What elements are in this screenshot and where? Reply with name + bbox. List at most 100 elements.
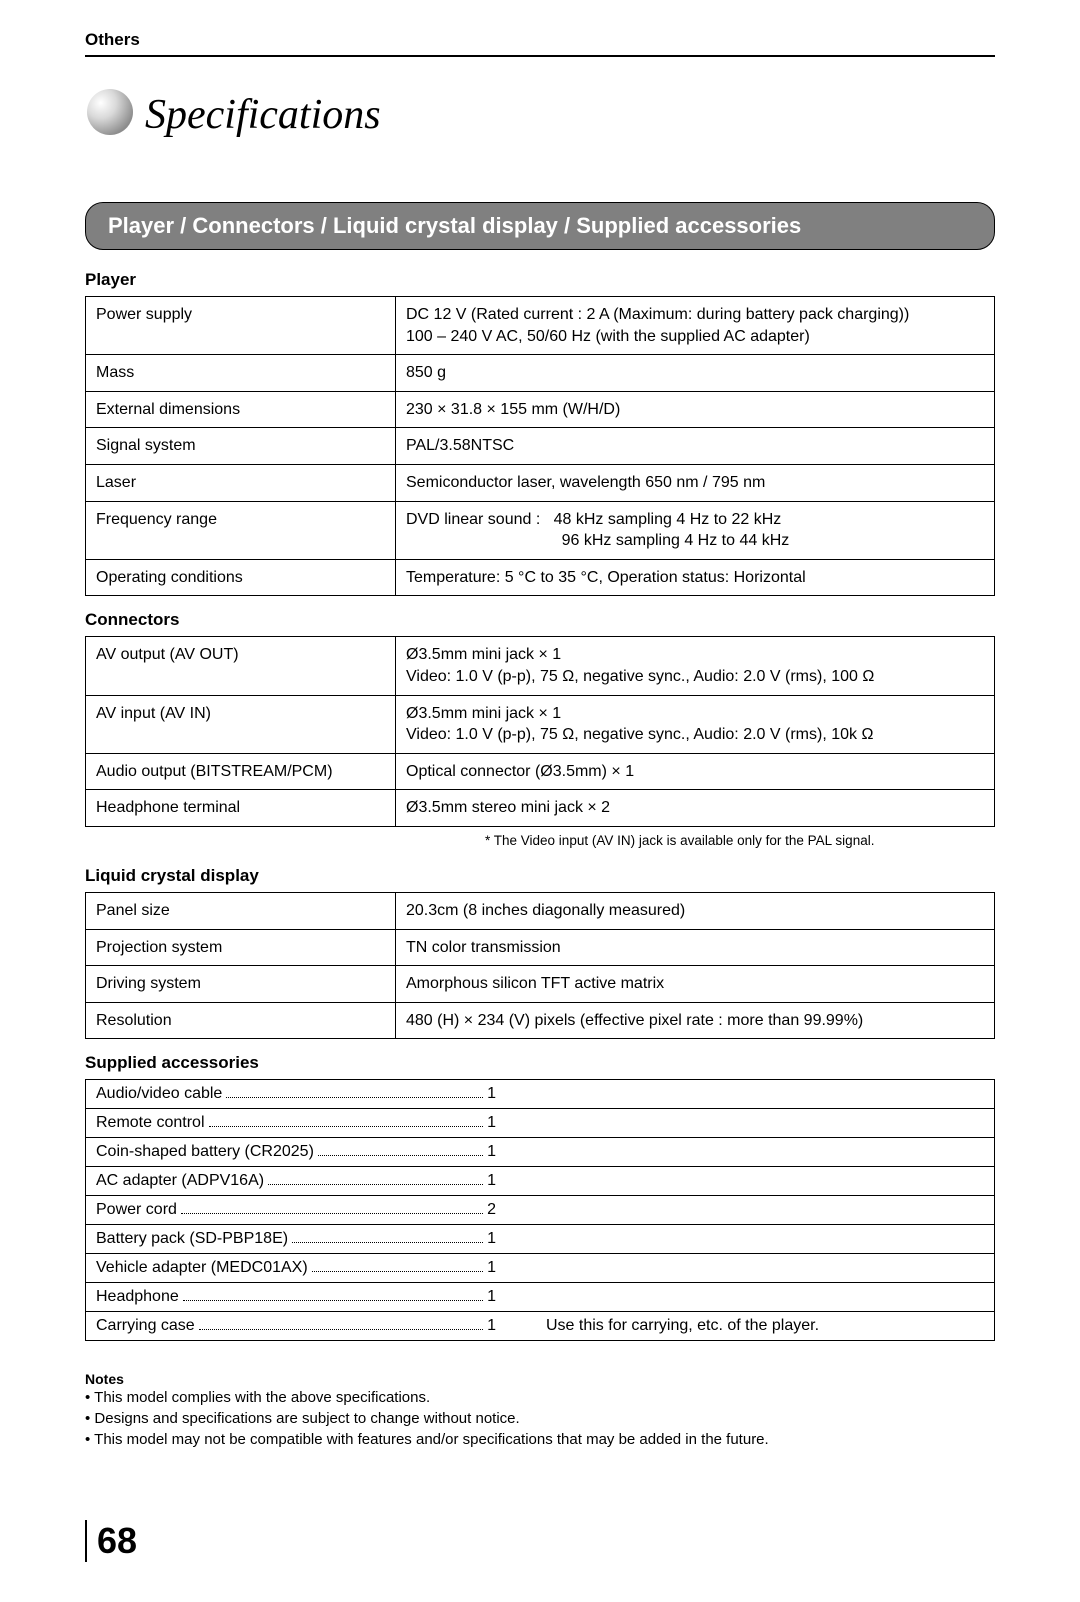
leader-dots [226,1085,483,1098]
table-row: Signal systemPAL/3.58NTSC [86,428,995,465]
title-row: Specifications [85,87,995,142]
spec-value: Ø3.5mm mini jack × 1 Video: 1.0 V (p-p),… [396,637,995,695]
spec-label: Operating conditions [86,559,396,596]
spec-label: Resolution [86,1002,396,1039]
sphere-icon [85,87,135,142]
leader-dots [199,1317,483,1330]
table-row: Battery pack (SD-PBP18E) 1 [86,1225,995,1254]
notes-list: This model complies with the above speci… [85,1387,995,1450]
spec-value: Amorphous silicon TFT active matrix [396,966,995,1003]
leader-dots [318,1143,483,1156]
page-title: Specifications [145,91,381,139]
player-table: Power supplyDC 12 V (Rated current : 2 A… [85,296,995,596]
table-row: Headphone 1 [86,1283,995,1312]
spec-value: 230 × 31.8 × 155 mm (W/H/D) [396,391,995,428]
spec-label: Power supply [86,297,396,355]
spec-label: Laser [86,464,396,501]
note-item: Designs and specifications are subject t… [85,1408,995,1429]
spec-label: Driving system [86,966,396,1003]
lcd-heading: Liquid crystal display [85,866,995,886]
leader-dots [312,1259,483,1272]
accessory-item: Carrying case [96,1317,195,1335]
accessory-cell: Remote control 1 [86,1109,995,1138]
spec-value: 480 (H) × 234 (V) pixels (effective pixe… [396,1002,995,1039]
note-item: This model complies with the above speci… [85,1387,995,1408]
spec-label: Mass [86,355,396,392]
table-row: Projection systemTN color transmission [86,929,995,966]
accessory-item: Power cord [96,1201,177,1219]
spec-value: 850 g [396,355,995,392]
accessory-cell: Coin-shaped battery (CR2025) 1 [86,1138,995,1167]
table-row: Vehicle adapter (MEDC01AX) 1 [86,1254,995,1283]
leader-dots [183,1288,483,1301]
spec-label: Signal system [86,428,396,465]
accessory-extra: Use this for carrying, etc. of the playe… [496,1317,819,1335]
spec-label: Panel size [86,892,396,929]
lcd-table: Panel size20.3cm (8 inches diagonally me… [85,892,995,1039]
accessory-qty: 1 [487,1230,496,1248]
accessory-cell: Vehicle adapter (MEDC01AX) 1 [86,1254,995,1283]
table-row: Mass850 g [86,355,995,392]
accessory-item: Headphone [96,1288,179,1306]
table-row: Operating conditionsTemperature: 5 °C to… [86,559,995,596]
table-row: Coin-shaped battery (CR2025) 1 [86,1138,995,1167]
accessory-cell: Carrying case 1Use this for carrying, et… [86,1312,995,1341]
connectors-heading: Connectors [85,610,995,630]
table-row: AC adapter (ADPV16A) 1 [86,1167,995,1196]
spec-value: TN color transmission [396,929,995,966]
leader-dots [209,1114,484,1127]
connectors-table: AV output (AV OUT)Ø3.5mm mini jack × 1 V… [85,636,995,827]
connectors-footnote: * The Video input (AV IN) jack is availa… [85,833,995,848]
leader-dots [181,1201,483,1214]
spec-value: Ø3.5mm mini jack × 1 Video: 1.0 V (p-p),… [396,695,995,753]
spec-value: DC 12 V (Rated current : 2 A (Maximum: d… [396,297,995,355]
table-row: Power supplyDC 12 V (Rated current : 2 A… [86,297,995,355]
accessory-item: Battery pack (SD-PBP18E) [96,1230,288,1248]
spec-value: PAL/3.58NTSC [396,428,995,465]
table-row: Driving systemAmorphous silicon TFT acti… [86,966,995,1003]
accessory-qty: 2 [487,1201,496,1219]
table-row: Remote control 1 [86,1109,995,1138]
page-number: 68 [85,1520,137,1562]
accessory-item: Remote control [96,1114,205,1132]
spec-label: Frequency range [86,501,396,559]
accessory-item: Vehicle adapter (MEDC01AX) [96,1259,308,1277]
table-row: Frequency rangeDVD linear sound : 48 kHz… [86,501,995,559]
accessory-item: AC adapter (ADPV16A) [96,1172,264,1190]
breadcrumb: Others [85,30,995,57]
accessory-cell: Battery pack (SD-PBP18E) 1 [86,1225,995,1254]
spec-label: AV output (AV OUT) [86,637,396,695]
accessory-qty: 1 [487,1317,496,1335]
leader-dots [268,1172,483,1185]
section-banner: Player / Connectors / Liquid crystal dis… [85,202,995,250]
spec-label: Headphone terminal [86,790,396,827]
player-heading: Player [85,270,995,290]
spec-label: AV input (AV IN) [86,695,396,753]
accessory-qty: 1 [487,1259,496,1277]
leader-dots [292,1230,483,1243]
spec-label: Audio output (BITSTREAM/PCM) [86,753,396,790]
table-row: Resolution480 (H) × 234 (V) pixels (effe… [86,1002,995,1039]
accessory-item: Coin-shaped battery (CR2025) [96,1143,314,1161]
spec-value: Ø3.5mm stereo mini jack × 2 [396,790,995,827]
accessory-qty: 1 [487,1085,496,1103]
spec-label: External dimensions [86,391,396,428]
table-row: Carrying case 1Use this for carrying, et… [86,1312,995,1341]
accessory-qty: 1 [487,1114,496,1132]
accessory-qty: 1 [487,1143,496,1161]
spec-value: Optical connector (Ø3.5mm) × 1 [396,753,995,790]
table-row: Panel size20.3cm (8 inches diagonally me… [86,892,995,929]
notes-heading: Notes [85,1371,995,1387]
accessory-cell: Power cord 2 [86,1196,995,1225]
note-item: This model may not be compatible with fe… [85,1429,995,1450]
accessory-item: Audio/video cable [96,1085,222,1103]
accessories-table: Audio/video cable 1Remote control 1Coin-… [85,1079,995,1341]
spec-value: 20.3cm (8 inches diagonally measured) [396,892,995,929]
table-row: AV output (AV OUT)Ø3.5mm mini jack × 1 V… [86,637,995,695]
spec-label: Projection system [86,929,396,966]
table-row: Power cord 2 [86,1196,995,1225]
accessory-qty: 1 [487,1288,496,1306]
accessory-cell: AC adapter (ADPV16A) 1 [86,1167,995,1196]
accessory-cell: Headphone 1 [86,1283,995,1312]
spec-value: Semiconductor laser, wavelength 650 nm /… [396,464,995,501]
